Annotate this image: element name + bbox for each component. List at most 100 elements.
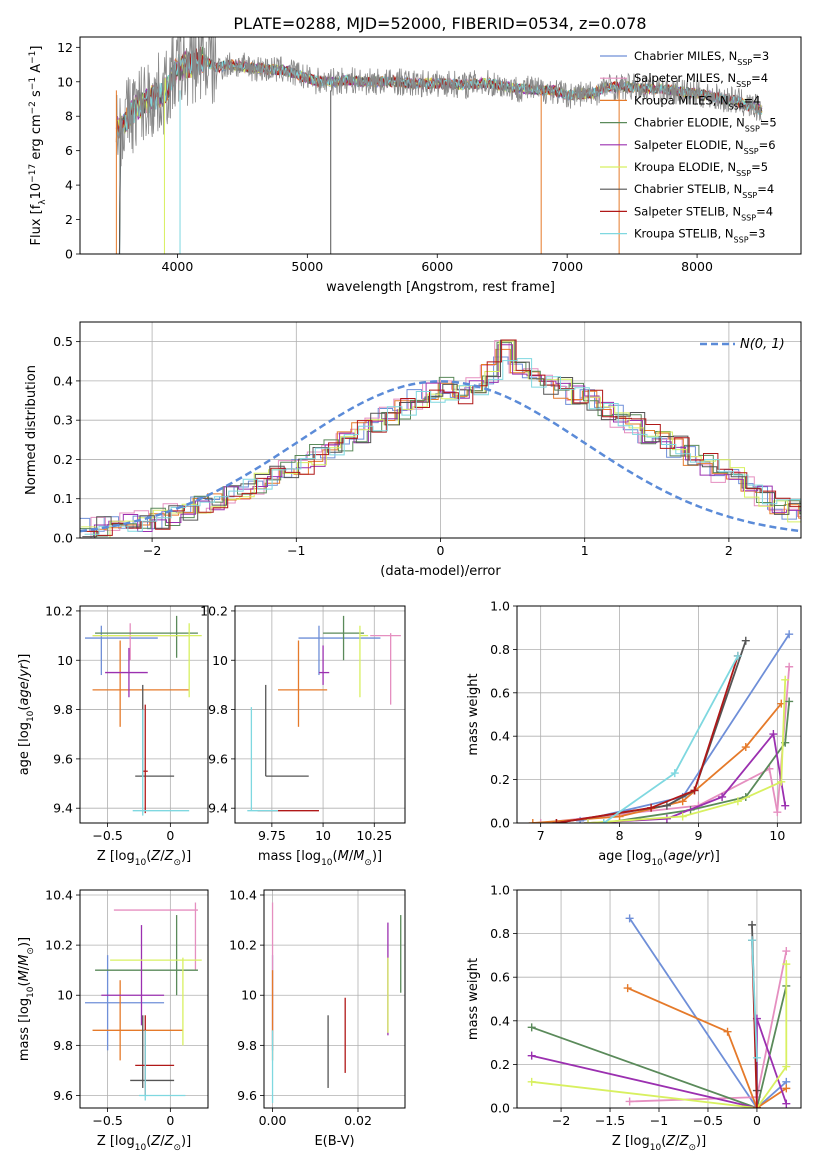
legend-label-tail: =5 — [751, 160, 768, 174]
legend-label-tail: =4 — [751, 71, 768, 85]
plot-frame — [79, 605, 209, 824]
y-tick-label: 0.2 — [53, 452, 73, 467]
legend-label-main: Kroupa STELIB, N — [634, 227, 734, 241]
legend-label-sub: SSP — [734, 235, 749, 244]
y-axis-label-part: A — [29, 64, 44, 77]
x-axis-label-part: 10 — [135, 1143, 147, 1153]
y-tick-label: 10 — [241, 988, 257, 1003]
x-axis-label-part: / — [349, 849, 354, 864]
mass-weight-marker — [748, 936, 757, 945]
y-tick-label: 9.8 — [53, 702, 73, 717]
x-tick-label: 0 — [753, 1113, 761, 1128]
x-axis-label: age [log10(age/yr)] — [598, 849, 720, 868]
x-axis-label-part: M — [338, 849, 349, 864]
y-tick-label: 9.6 — [237, 1088, 257, 1103]
y-axis-label: Normed distribution — [24, 365, 39, 495]
mass-weight-marker — [723, 1027, 732, 1036]
y-axis-label: mass weight — [466, 673, 481, 755]
y-tick-label: 0.0 — [490, 816, 510, 831]
histogram-salpeter-miles — [80, 340, 801, 538]
y-tick-label: 0.6 — [490, 685, 510, 700]
x-tick-label: 0 — [166, 828, 174, 843]
y-tick-label: 6 — [65, 143, 73, 158]
y-axis-label-part: −2 — [28, 101, 38, 114]
y-tick-label: 10.4 — [229, 888, 257, 903]
y-axis-label-part: / — [17, 676, 32, 681]
x-axis-label: Z [log10(Z/Z⊙)] — [97, 1134, 191, 1153]
y-axis-label-part: Flux [f — [29, 204, 44, 245]
y-axis-label-part: mass weight — [466, 958, 481, 1040]
x-tick-label: 10 — [769, 828, 785, 843]
mass-weight-marker — [785, 630, 794, 639]
x-tick-label: 9 — [694, 828, 702, 843]
x-axis-label-part: yr — [696, 849, 712, 864]
x-tick-label: 4000 — [162, 259, 194, 274]
mass-weight-marker — [781, 675, 790, 684]
x-axis-label-part: Z [log — [97, 1134, 135, 1149]
x-axis-label-part: ( — [146, 1134, 151, 1149]
x-axis-label-part: 10 — [321, 858, 333, 868]
y-tick-label: 9.6 — [208, 751, 228, 766]
mass-weight-marker — [782, 1062, 791, 1071]
legend-label: Kroupa STELIB, NSSP=3 — [634, 227, 765, 245]
mass-weight-line-chabrier-elodie — [603, 701, 791, 823]
y-tick-label: 9.4 — [53, 801, 73, 816]
x-axis-label-part: ( — [146, 849, 151, 864]
legend-label-sub: SSP — [729, 102, 744, 111]
x-axis-label-part: )] — [372, 849, 382, 864]
y-tick-label: 10.2 — [200, 603, 228, 618]
x-axis-label: E(B-V) — [314, 1134, 354, 1149]
histogram-kroupa-stelib — [84, 358, 801, 535]
y-tick-label: 0.0 — [53, 531, 73, 546]
legend-label-main: Salpeter MILES, N — [634, 71, 736, 85]
mass-weight-marker — [782, 1084, 791, 1093]
legend-label-sub: SSP — [736, 80, 751, 89]
y-tick-label: 9.8 — [208, 702, 228, 717]
y-tick-label: 0.4 — [490, 1013, 510, 1028]
x-axis-label-part: mass [log — [258, 849, 321, 864]
mass-weight-marker — [718, 792, 727, 801]
spectrum-panel: 4000 5000 6000 7000 8000 0 2 4 6 8 10 12 Chabrier MI… — [28, 36, 802, 295]
y-tick-label: 9.8 — [237, 1038, 257, 1053]
legend-label-sub: SSP — [737, 58, 752, 67]
mass-weight-line-chabrier-elodie — [531, 985, 788, 1108]
y-tick-label: 0.5 — [53, 334, 73, 349]
y-axis-label-part: s — [29, 90, 44, 101]
plot-frame — [234, 605, 406, 824]
x-axis-label-part: ⊙ — [173, 1143, 181, 1153]
y-axis-label-part: yr — [17, 662, 32, 678]
mass-weight-line-chabrier-miles — [628, 917, 787, 1108]
x-tick-label: 0.02 — [344, 1113, 372, 1128]
x-tick-label: 8000 — [681, 259, 713, 274]
mass-weight-line-kroupa-elodie — [531, 964, 788, 1108]
x-tick-label: −2 — [552, 1113, 570, 1128]
y-axis-label-part: 10 — [26, 710, 36, 722]
y-tick-label: 10.2 — [45, 938, 73, 953]
x-tick-label: −1 — [650, 1113, 668, 1128]
x-tick-label: −2 — [143, 543, 161, 558]
mass-weight-marker — [599, 819, 608, 823]
spectrum-data — [116, 37, 763, 167]
x-axis-label-part: wavelength [Angstrom, rest frame] — [326, 280, 555, 295]
y-axis-label-part: erg cm — [29, 114, 44, 163]
mass-weight-marker — [777, 777, 786, 786]
y-tick-label: 0.8 — [490, 926, 510, 941]
y-axis-label-part: −1 — [28, 51, 38, 64]
y-tick-label: 0.4 — [53, 373, 73, 388]
mass-weight-marker — [781, 801, 790, 810]
y-axis-label-part: ] — [29, 46, 44, 51]
x-tick-label: 0 — [437, 543, 445, 558]
x-axis-label: wavelength [Angstrom, rest frame] — [326, 280, 555, 295]
y-tick-label: 2 — [65, 212, 73, 227]
x-axis-label-part: 10 — [650, 1143, 662, 1153]
legend-label-sub: SSP — [736, 169, 751, 178]
y-axis-label-part: −17 — [28, 164, 38, 183]
mass-weight-marker — [690, 786, 699, 795]
plot-frame — [79, 36, 802, 255]
x-axis-label-part: ⊙ — [688, 1143, 696, 1153]
mass-weight-marker — [785, 697, 794, 706]
x-tick-label: −1 — [287, 543, 305, 558]
